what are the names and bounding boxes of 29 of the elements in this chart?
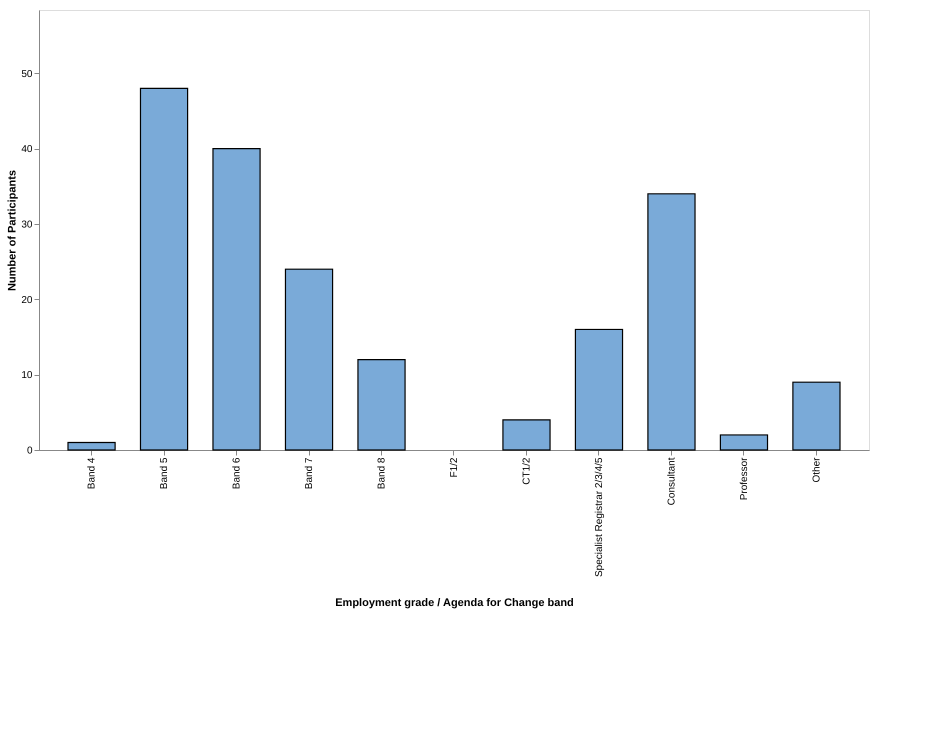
x-tick-label: CT1/2 [521, 457, 532, 485]
y-tick-label: 0 [26, 446, 33, 456]
y-tick-label: 30 [21, 219, 33, 230]
bar [284, 268, 334, 451]
x-tick-label: F1/2 [449, 457, 460, 478]
x-tick-label: Band 5 [159, 457, 170, 490]
bar [792, 382, 841, 451]
x-tick-label: Consultant [666, 457, 678, 506]
x-tick-label: Band 4 [86, 457, 98, 490]
x-tick-label: Specialist Registrar 2/3/4/5 [594, 457, 605, 578]
y-tick-label: 10 [21, 370, 33, 382]
x-tick-label: Band 7 [304, 457, 316, 490]
bar [574, 328, 624, 451]
x-tick-label: Band 8 [376, 457, 388, 490]
bar [502, 419, 551, 451]
bar [212, 148, 261, 451]
x-tick-label: Other [811, 456, 822, 483]
bar [357, 358, 406, 451]
x-tick-label: Band 6 [232, 457, 243, 490]
bar [67, 442, 116, 451]
y-tick-label: 20 [21, 294, 33, 306]
x-tick-label: Professor [738, 456, 750, 500]
y-axis-title: Number of Participants [6, 170, 18, 292]
bar [140, 88, 188, 451]
bar [720, 434, 768, 451]
x-axis-title: Employment grade / Agenda for Change band [335, 597, 574, 609]
bar [647, 193, 696, 451]
y-tick-label: 40 [21, 144, 33, 156]
y-tick-label: 50 [21, 68, 33, 80]
